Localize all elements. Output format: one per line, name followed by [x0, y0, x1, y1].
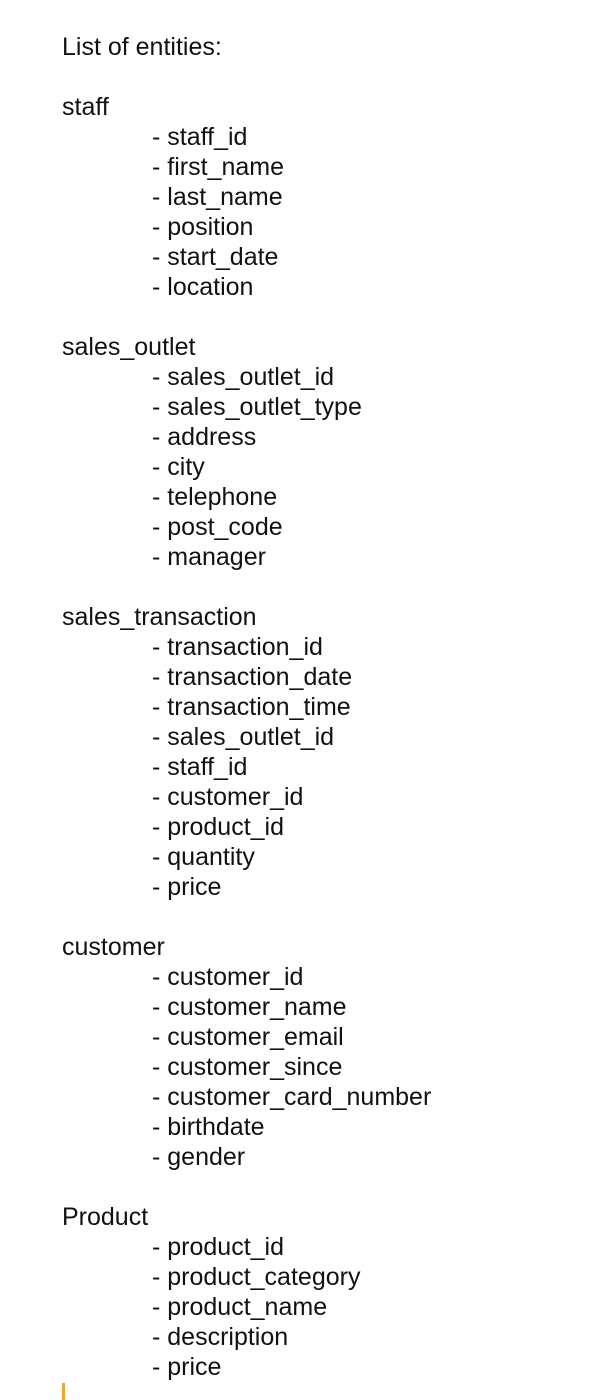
entity-block-staff: staff - staff_id - first_name - last_nam…: [62, 92, 582, 302]
entity-block-sales-transaction: sales_transaction - transaction_id - tra…: [62, 602, 582, 902]
attribute-item: - gender: [152, 1143, 246, 1171]
blank-line: [62, 62, 582, 92]
attribute-item: - sales_outlet_type: [152, 393, 362, 421]
attribute-item: - product_id: [152, 813, 285, 841]
attribute-item: - sales_outlet_id: [152, 723, 335, 751]
blank-line: [62, 902, 582, 932]
attribute-item: - staff_id: [152, 753, 248, 781]
attribute-item: - customer_id: [152, 783, 304, 811]
attribute-item: - product_id: [152, 1233, 285, 1261]
attribute-item: - transaction_id: [152, 633, 323, 661]
attribute-item: - location: [152, 273, 254, 301]
blank-line: [62, 572, 582, 602]
attribute-item: - first_name: [152, 153, 284, 181]
attribute-item: - address: [152, 423, 257, 451]
entity-block-sales-outlet: sales_outlet - sales_outlet_id - sales_o…: [62, 332, 582, 572]
attribute-item: - transaction_date: [152, 663, 353, 691]
attribute-item: - manager: [152, 543, 266, 571]
attribute-item: - staff_id: [152, 123, 248, 151]
entity-name: Product: [62, 1203, 149, 1231]
entity-name: sales_transaction: [62, 603, 257, 631]
attribute-item: - transaction_time: [152, 693, 351, 721]
attribute-item: - product_category: [152, 1263, 361, 1291]
attribute-item: - customer_since: [152, 1053, 343, 1081]
blank-line: [62, 1172, 582, 1202]
text-cursor: [62, 1383, 65, 1400]
attribute-item: - price: [152, 873, 222, 901]
attribute-item: - sales_outlet_id: [152, 363, 335, 391]
attribute-item: - start_date: [152, 243, 279, 271]
entity-name: staff: [62, 93, 109, 121]
entity-block-product: Product - product_id - product_category …: [62, 1202, 582, 1382]
attribute-item: - customer_email: [152, 1023, 344, 1051]
attribute-item: - last_name: [152, 183, 283, 211]
entity-name: sales_outlet: [62, 333, 196, 361]
entity-block-customer: customer - customer_id - customer_name -…: [62, 932, 582, 1172]
document-heading: List of entities:: [62, 33, 222, 61]
attribute-item: - product_name: [152, 1293, 328, 1321]
attribute-item: - customer_name: [152, 993, 347, 1021]
attribute-item: - quantity: [152, 843, 255, 871]
blank-line: [62, 302, 582, 332]
attribute-item: - price: [152, 1353, 222, 1381]
attribute-item: - description: [152, 1323, 289, 1351]
entity-name: customer: [62, 933, 165, 961]
document-body[interactable]: List of entities: staff - staff_id - fir…: [62, 32, 582, 1382]
attribute-item: - customer_card_number: [152, 1083, 432, 1111]
attribute-item: - birthdate: [152, 1113, 265, 1141]
attribute-item: - customer_id: [152, 963, 304, 991]
attribute-item: - position: [152, 213, 254, 241]
attribute-item: - telephone: [152, 483, 278, 511]
attribute-item: - post_code: [152, 513, 283, 541]
attribute-item: - city: [152, 453, 205, 481]
